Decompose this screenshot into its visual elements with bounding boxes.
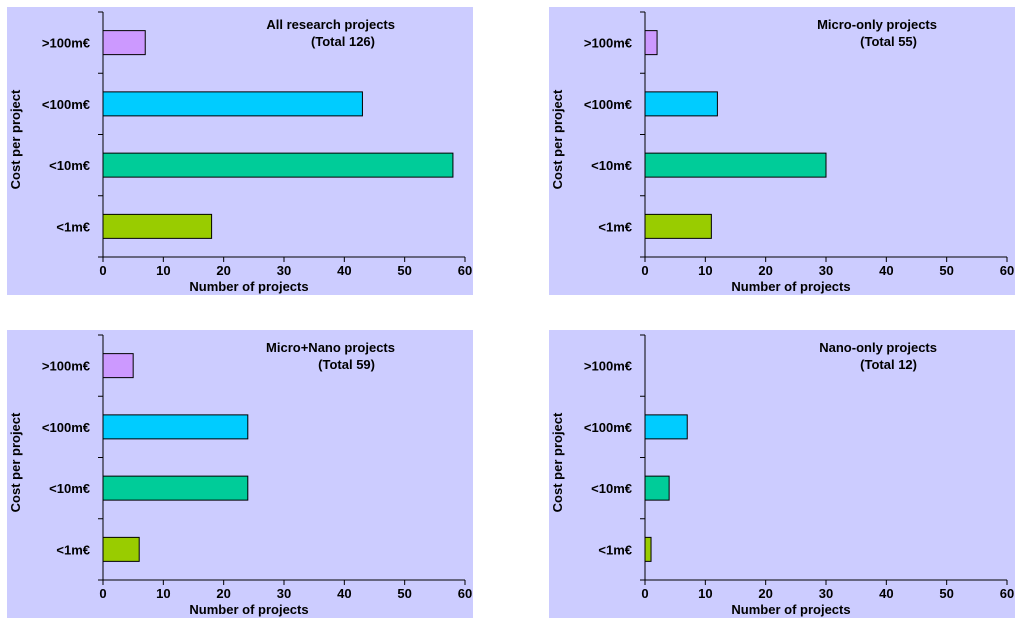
chart-subtitle: (Total 55) bbox=[860, 34, 917, 49]
x-tick-label: 30 bbox=[819, 586, 833, 601]
bar-2 bbox=[102, 91, 363, 117]
x-tick-label: 60 bbox=[1000, 263, 1014, 278]
bar-3 bbox=[102, 353, 134, 379]
x-tick-label: 40 bbox=[879, 586, 893, 601]
x-tick-label: 10 bbox=[156, 586, 170, 601]
plot-background bbox=[549, 7, 1015, 295]
y-axis-label: Cost per project bbox=[8, 412, 23, 512]
chart-title: All research projects bbox=[266, 17, 395, 32]
x-tick-label: 0 bbox=[641, 586, 648, 601]
bar-0 bbox=[102, 213, 213, 239]
x-tick-label: 60 bbox=[1000, 586, 1014, 601]
chart-canvas: 0 10 20 30 40 50 60 <1m€ <10m€ <100m€ >100m€ Number… bbox=[549, 7, 1015, 295]
bar-2 bbox=[644, 414, 688, 440]
x-tick-label: 60 bbox=[458, 263, 472, 278]
x-axis-label: Number of projects bbox=[731, 279, 850, 294]
x-tick-label: 20 bbox=[216, 263, 230, 278]
bar-1 bbox=[644, 475, 670, 501]
y-axis-label: Cost per project bbox=[550, 412, 565, 512]
x-tick-label: 20 bbox=[758, 263, 772, 278]
category-label: >100m€ bbox=[584, 36, 632, 51]
bar-2 bbox=[102, 414, 249, 440]
chart-canvas: 0 10 20 30 40 50 60 <1m€ <10m€ <100m€ >100m€ Number… bbox=[7, 7, 473, 295]
chart-subtitle: (Total 59) bbox=[318, 357, 375, 372]
chart-title: Nano-only projects bbox=[819, 340, 937, 355]
bar-0 bbox=[644, 213, 712, 239]
chart-nano-only-projects: 0 10 20 30 40 50 60 <1m€ <10m€ <100m€ >100m€ Number… bbox=[549, 330, 1015, 618]
category-label: <10m€ bbox=[49, 158, 90, 173]
category-label: <10m€ bbox=[591, 158, 632, 173]
bar-0 bbox=[644, 536, 652, 562]
category-label: <100m€ bbox=[42, 97, 90, 112]
x-axis-label: Number of projects bbox=[731, 602, 850, 617]
bar-1 bbox=[644, 152, 827, 178]
category-label: <100m€ bbox=[584, 97, 632, 112]
category-label: >100m€ bbox=[42, 36, 90, 51]
category-label: <10m€ bbox=[49, 481, 90, 496]
plot-background bbox=[7, 330, 473, 618]
category-label: <1m€ bbox=[598, 219, 632, 234]
x-tick-label: 50 bbox=[939, 586, 953, 601]
x-axis-label: Number of projects bbox=[189, 279, 308, 294]
chart-title: Micro-only projects bbox=[817, 17, 937, 32]
x-tick-label: 30 bbox=[277, 263, 291, 278]
x-tick-label: 10 bbox=[698, 263, 712, 278]
x-tick-label: 30 bbox=[277, 586, 291, 601]
x-tick-label: 40 bbox=[337, 586, 351, 601]
chart-subtitle: (Total 12) bbox=[860, 357, 917, 372]
chart-micro-nano-projects: 0 10 20 30 40 50 60 <1m€ <10m€ <100m€ >100m€ Number… bbox=[7, 330, 473, 618]
x-tick-label: 0 bbox=[99, 586, 106, 601]
y-axis-label: Cost per project bbox=[8, 89, 23, 189]
category-label: >100m€ bbox=[584, 359, 632, 374]
x-tick-label: 0 bbox=[641, 263, 648, 278]
bar-1 bbox=[102, 152, 454, 178]
category-label: <100m€ bbox=[584, 420, 632, 435]
chart-canvas: 0 10 20 30 40 50 60 <1m€ <10m€ <100m€ >100m€ Number… bbox=[549, 330, 1015, 618]
chart-subtitle: (Total 126) bbox=[311, 34, 375, 49]
bar-3 bbox=[102, 30, 146, 56]
category-label: <1m€ bbox=[56, 542, 90, 557]
x-tick-label: 20 bbox=[216, 586, 230, 601]
plot-background bbox=[549, 330, 1015, 618]
bar-2 bbox=[644, 91, 718, 117]
x-tick-label: 60 bbox=[458, 586, 472, 601]
plot-background bbox=[7, 7, 473, 295]
chart-micro-only-projects: 0 10 20 30 40 50 60 <1m€ <10m€ <100m€ >100m€ Number… bbox=[549, 7, 1015, 295]
x-tick-label: 50 bbox=[939, 263, 953, 278]
chart-title: Micro+Nano projects bbox=[266, 340, 395, 355]
chart-all-research-projects: 0 10 20 30 40 50 60 <1m€ <10m€ <100m€ >100m€ Number… bbox=[7, 7, 473, 295]
x-axis-label: Number of projects bbox=[189, 602, 308, 617]
x-tick-label: 40 bbox=[879, 263, 893, 278]
x-tick-label: 10 bbox=[156, 263, 170, 278]
category-label: <1m€ bbox=[56, 219, 90, 234]
category-label: <100m€ bbox=[42, 420, 90, 435]
x-tick-label: 30 bbox=[819, 263, 833, 278]
category-label: <1m€ bbox=[598, 542, 632, 557]
category-label: >100m€ bbox=[42, 359, 90, 374]
bar-1 bbox=[102, 475, 249, 501]
y-axis-label: Cost per project bbox=[550, 89, 565, 189]
bar-0 bbox=[102, 536, 140, 562]
x-tick-label: 20 bbox=[758, 586, 772, 601]
x-tick-label: 50 bbox=[397, 263, 411, 278]
x-tick-label: 40 bbox=[337, 263, 351, 278]
x-tick-label: 0 bbox=[99, 263, 106, 278]
x-tick-label: 10 bbox=[698, 586, 712, 601]
bar-3 bbox=[644, 30, 658, 56]
category-label: <10m€ bbox=[591, 481, 632, 496]
chart-canvas: 0 10 20 30 40 50 60 <1m€ <10m€ <100m€ >100m€ Number… bbox=[7, 330, 473, 618]
x-tick-label: 50 bbox=[397, 586, 411, 601]
